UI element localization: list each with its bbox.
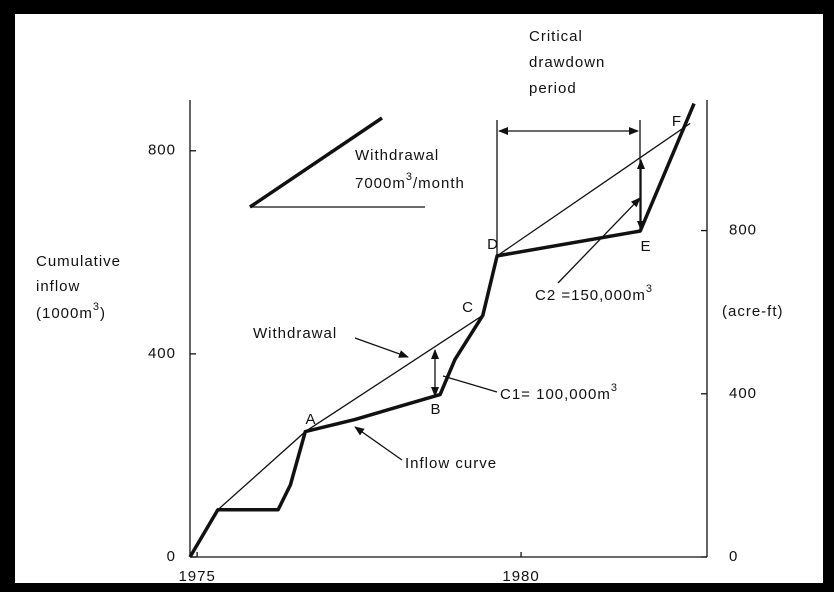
point-label: D: [487, 236, 499, 253]
y-axis-unit-part: (1000m: [36, 305, 93, 322]
point-label: A: [305, 411, 316, 428]
y2-tick-label: 400: [729, 385, 757, 402]
c1-label-part: C1= 100,000m: [500, 386, 611, 403]
y-tick-label: 400: [148, 345, 176, 362]
rate-unit: 7000m3/month: [355, 171, 465, 192]
period-label: Critical: [529, 28, 583, 45]
y2-axis-label: (acre-ft): [722, 303, 784, 320]
c2-leader: [557, 197, 641, 284]
rate-unit-part: /month: [413, 175, 465, 192]
x-tick-label: 1980: [502, 568, 539, 585]
series-line: [188, 102, 696, 558]
canvas: [15, 14, 823, 583]
inflow-label: Inflow curve: [405, 455, 497, 472]
y-tick-label: 0: [167, 548, 176, 565]
period-label: drawdown: [529, 54, 605, 71]
y-axis-label: Cumulative: [36, 253, 121, 270]
c2-label-part: 3: [646, 283, 653, 295]
inflow-pointer: [354, 426, 403, 461]
y-tick-label: 800: [148, 142, 176, 159]
c1-label: C1= 100,000m3: [500, 382, 618, 403]
rate-line: [249, 116, 383, 209]
y2-tick-label: 0: [729, 548, 738, 565]
c1-leader: [442, 375, 498, 393]
plot: 0 400 800 0 400 800 1975 1980 Cumulative inflow (1…: [36, 28, 784, 585]
point-label: E: [640, 238, 651, 255]
y-axis-label: inflow: [36, 278, 80, 295]
series-line: [217, 122, 691, 511]
point-label: F: [672, 113, 682, 130]
point-label: B: [430, 401, 441, 418]
y-axis-unit: (1000m3): [36, 301, 106, 322]
rate-unit-part: 7000m: [355, 175, 406, 192]
x-tick-label: 1975: [178, 568, 215, 585]
withdrawal-pointer: [354, 337, 409, 358]
period-label: period: [529, 80, 577, 97]
y2-tick-label: 800: [729, 222, 757, 239]
withdrawal-label: Withdrawal: [253, 325, 337, 342]
y-axis-unit-part: 3: [93, 301, 100, 313]
point-label: C: [462, 299, 474, 316]
c2-label-part: C2 =150,000m: [535, 287, 646, 304]
c2-label: C2 =150,000m3: [535, 283, 653, 304]
c1-label-part: 3: [611, 382, 618, 394]
rate-unit-part: 3: [406, 171, 413, 183]
rate-label: Withdrawal: [355, 147, 439, 164]
y-axis-unit-part: ): [100, 305, 106, 322]
